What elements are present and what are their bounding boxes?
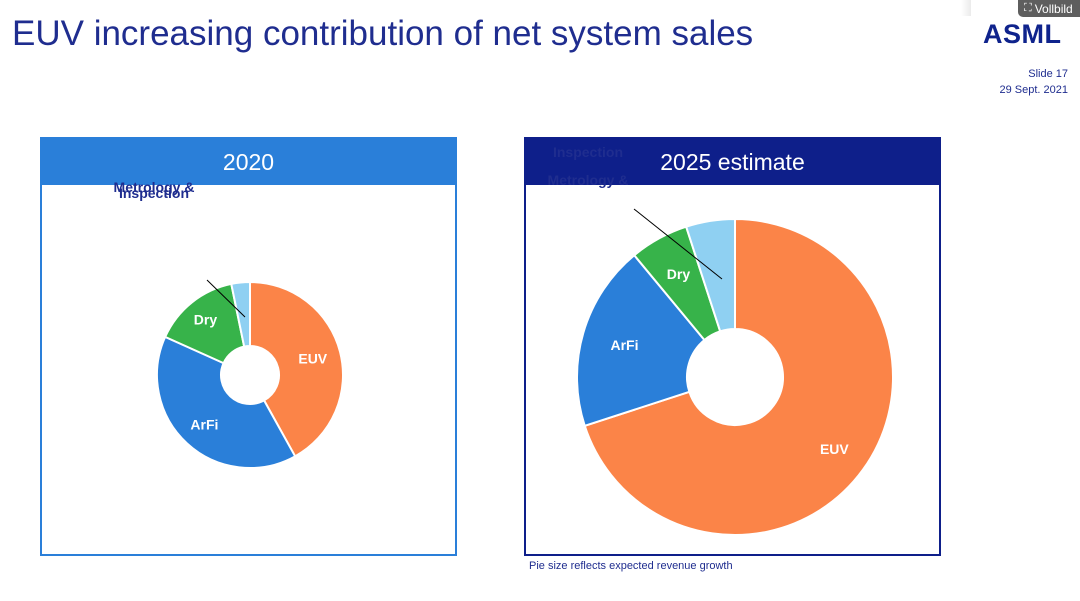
slide-title: EUV increasing contribution of net syste… xyxy=(12,14,754,53)
fullscreen-icon: ⛶ xyxy=(1024,2,1032,14)
annotation-leader-line xyxy=(633,208,723,280)
slide-number: Slide 17 xyxy=(1028,68,1068,80)
annotation-label-line-2: Inspection xyxy=(119,185,189,201)
donut-chart-2025: EUV ArFi Dry Metrology & Inspection xyxy=(548,144,894,536)
panel-header-2025: 2025 estimate xyxy=(526,139,939,185)
slice-label-dry: Dry xyxy=(667,266,691,282)
slice-arfi xyxy=(156,335,297,469)
slice-metrology-inspection xyxy=(684,217,736,333)
slice-label-arfi: ArFi xyxy=(190,417,218,433)
annotation-label-line-1: Metrology & xyxy=(114,179,195,195)
slice-euv xyxy=(583,217,894,536)
chart-panel-2025: 2025 estimate EUV ArFi Dry Metrology & Inspe… xyxy=(524,137,941,556)
slice-label-dry: Dry xyxy=(194,311,218,327)
annotation-label-line-2: Inspection xyxy=(553,144,623,160)
annotation-label-line-1: Metrology & xyxy=(548,172,629,188)
fullscreen-button[interactable]: ⛶ Vollbild xyxy=(1018,0,1080,17)
annotation-leader-line xyxy=(206,279,246,318)
chart-panel-2020: 2020 EUV ArFi Dry Metrology & Inspection xyxy=(40,137,457,556)
fullscreen-label: Vollbild xyxy=(1034,1,1073,16)
slice-label-euv: EUV xyxy=(298,351,327,367)
panel-header-2020: 2020 xyxy=(42,139,455,185)
slide-date: 29 Sept. 2021 xyxy=(999,84,1068,96)
slice-label-euv: EUV xyxy=(820,441,849,457)
slice-arfi xyxy=(576,253,706,428)
slice-euv xyxy=(249,280,344,458)
asml-logo: ASML xyxy=(983,19,1062,49)
footnote: Pie size reflects expected revenue growt… xyxy=(529,560,733,572)
donut-chart-2020: EUV ArFi Dry Metrology &Inspection xyxy=(114,179,344,469)
slice-metrology-inspection xyxy=(230,280,251,348)
slice-label-arfi: ArFi xyxy=(610,337,638,353)
window-edge-shadow xyxy=(961,0,971,16)
